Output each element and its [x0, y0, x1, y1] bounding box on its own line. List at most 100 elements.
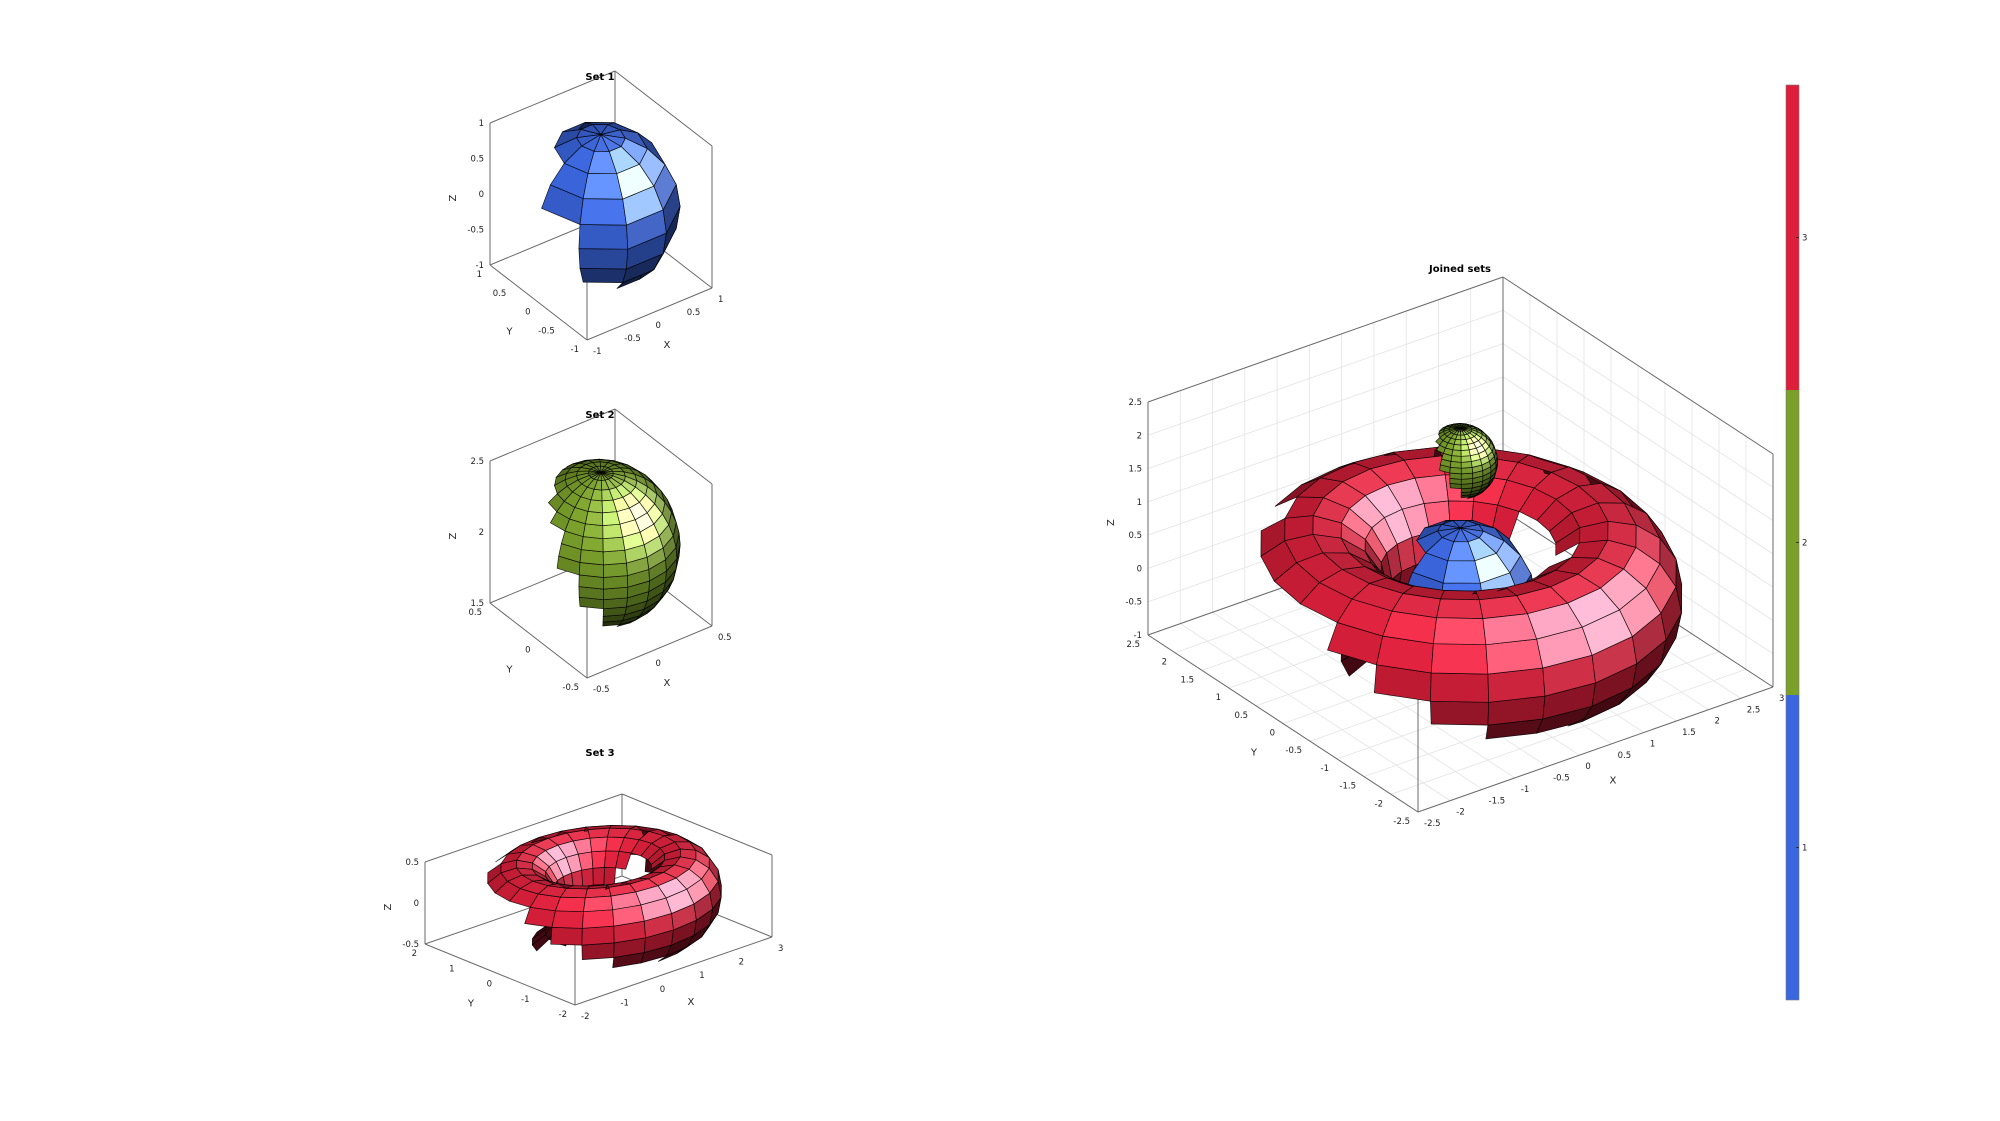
y-tick-label: 2: [1162, 658, 1167, 668]
torus-face: [550, 927, 583, 946]
torus-face: [581, 909, 615, 929]
axis-box-edge: [1147, 634, 1419, 813]
joined-torus-face: [1436, 598, 1484, 619]
colorbar-tick-label: 2: [1802, 539, 1807, 549]
z-tick-label: 1: [1137, 498, 1142, 508]
y-axis-label: Y: [1250, 748, 1258, 759]
x-tick-label: 3: [1779, 694, 1784, 704]
axis-box-edge: [489, 70, 616, 124]
y-tick-label: 1: [1216, 693, 1221, 703]
sphere-face: [587, 499, 603, 514]
x-tick-label: 2.5: [1747, 705, 1761, 715]
x-tick-label: 0: [656, 659, 661, 669]
joined-sphere-face: [1452, 444, 1462, 451]
axis-box-edge: [489, 602, 588, 679]
x-tick-label: 0.5: [718, 633, 732, 643]
torus-face: [701, 867, 719, 894]
x-tick-label: -0.5: [593, 685, 610, 695]
torus-face: [581, 867, 594, 888]
axis-box-edge: [574, 936, 773, 1006]
x-axis-label: X: [688, 997, 695, 1008]
wall-grid-line: [1502, 409, 1774, 588]
colorbar-segment: [1786, 85, 1799, 390]
z-tick-label: -0.5: [1125, 598, 1142, 608]
x-tick-label: 0.5: [1618, 751, 1632, 761]
y-tick-label: 2: [412, 949, 417, 959]
x-tick-label: -0.5: [624, 334, 641, 344]
x-tick-label: -0.5: [1553, 774, 1570, 784]
z-tick-label: 2.5: [470, 457, 484, 467]
axis-box-edge: [489, 408, 616, 462]
axis-box-edge: [614, 70, 713, 147]
joined-sphere-face: [1442, 560, 1481, 584]
axis-box-edge: [621, 793, 773, 856]
y-axis-label: Y: [505, 665, 513, 676]
x-tick-label: 2: [739, 958, 744, 968]
y-tick-label: -2: [559, 1010, 567, 1020]
sphere-face: [580, 536, 604, 553]
joined-torus-face: [1482, 613, 1538, 646]
y-tick-label: 1: [477, 270, 482, 280]
y-tick-label: -0.5: [538, 326, 555, 336]
wall-grid-line: [1147, 343, 1504, 469]
y-tick-label: 0.5: [1234, 711, 1248, 721]
sphere-face: [602, 523, 624, 540]
joined-sphere-face: [1460, 449, 1471, 457]
axes-title: Set 2: [585, 410, 614, 421]
y-tick-label: -2.5: [1393, 817, 1410, 827]
x-tick-label: -2: [1456, 808, 1464, 818]
x-tick-label: 1.5: [1682, 728, 1696, 738]
joined-torus-face: [1430, 672, 1490, 703]
set-1-axes: -1-0.500.51-1-0.500.51-1-0.500.51XYZSet …: [448, 70, 723, 357]
joined-sphere-face: [1453, 439, 1462, 446]
x-axis-label: X: [1610, 776, 1617, 787]
y-axis-label: Y: [467, 999, 475, 1010]
sphere-face: [662, 501, 672, 526]
x-tick-label: -1: [620, 998, 628, 1008]
x-tick-label: -2.5: [1424, 819, 1441, 829]
y-tick-label: 0: [487, 980, 492, 990]
x-tick-label: 0.5: [687, 308, 701, 318]
floor-grid-line: [1390, 668, 1747, 795]
y-tick-label: 0: [525, 308, 530, 318]
x-tick-label: -1: [593, 347, 601, 357]
y-tick-label: -2: [1375, 799, 1383, 809]
x-tick-label: 2: [1714, 717, 1719, 727]
joined-sets-axes: -2.5-2-1.5-1-0.500.511.522.53-2.5-2-1.5-…: [1106, 264, 1784, 829]
axis-box-edge: [489, 264, 588, 341]
z-tick-label: -1: [476, 261, 484, 271]
z-tick-label: 1: [479, 119, 484, 129]
x-tick-label: -1.5: [1489, 796, 1506, 806]
z-tick-label: 1.5: [1128, 465, 1142, 475]
y-tick-label: -1: [571, 345, 579, 355]
y-tick-label: -0.5: [562, 683, 579, 693]
y-axis-label: Y: [505, 327, 513, 338]
z-tick-label: 0: [479, 190, 484, 200]
axis-box-edge: [614, 408, 713, 485]
colorbar: 1 2 3: [1785, 84, 1807, 1001]
z-tick-label: -1: [1134, 631, 1142, 641]
axes-title: Set 1: [585, 72, 614, 83]
wall-grid-line: [1147, 376, 1504, 503]
z-tick-label: 2: [479, 528, 484, 538]
x-tick-label: 0: [660, 985, 665, 995]
axis-box-edge: [586, 625, 713, 679]
x-axis-label: X: [664, 340, 671, 351]
joined-sphere-face: [1488, 441, 1494, 453]
torus-face: [591, 850, 607, 869]
y-tick-label: -1: [1321, 764, 1329, 774]
x-tick-label: 1: [718, 295, 723, 305]
x-tick-label: 1: [699, 971, 704, 981]
axis-box-edge: [1417, 686, 1774, 813]
wall-grid-line: [1147, 309, 1504, 436]
axis-box-edge: [1502, 276, 1774, 455]
joined-sphere-face: [1451, 449, 1462, 457]
sphere-face: [602, 536, 626, 553]
sphere-face: [578, 224, 629, 250]
axis-box-edge: [424, 793, 623, 863]
axes-title: Set 3: [585, 748, 614, 759]
sphere-face: [653, 163, 677, 211]
z-tick-label: -0.5: [402, 940, 419, 950]
